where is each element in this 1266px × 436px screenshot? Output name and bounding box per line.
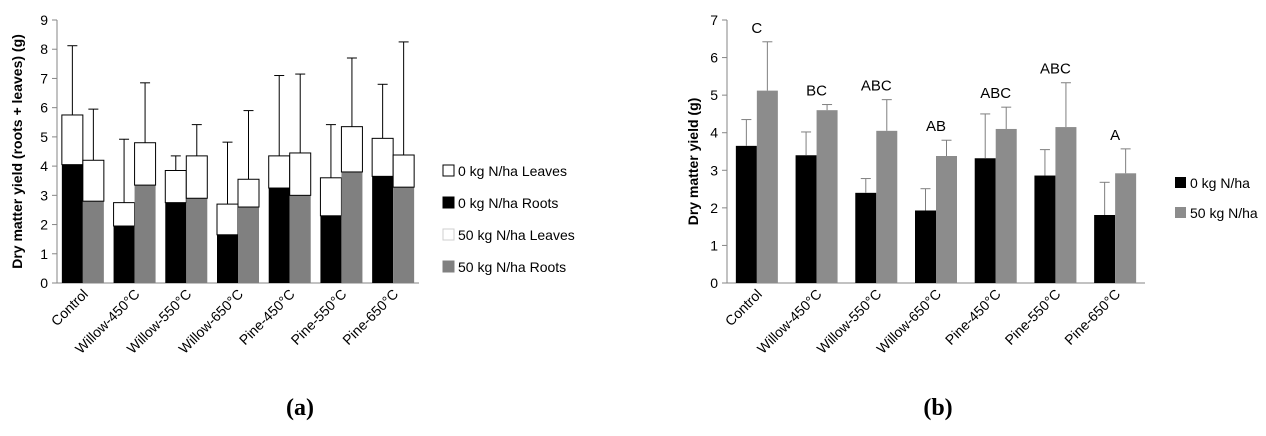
legend-swatch (442, 196, 455, 209)
x-tick-label: Pine-450°C (942, 286, 1004, 348)
bar-50kg-roots (186, 198, 208, 283)
bar-50kg-roots (134, 185, 156, 283)
y-tick-label: 7 (710, 12, 718, 28)
bar-50kg (816, 110, 838, 284)
bar-0kg-roots (217, 234, 238, 283)
significance-letter: ABC (861, 78, 892, 95)
panel-label-a: (a) (286, 395, 314, 421)
y-tick-label: 8 (40, 41, 48, 57)
legend-swatch (442, 260, 455, 273)
bar-0kg-roots (268, 188, 290, 283)
bar-0kg-roots (372, 176, 394, 283)
y-tick-label: 4 (710, 125, 718, 141)
y-tick-label: 5 (40, 129, 48, 145)
y-tick-label: 0 (710, 275, 718, 291)
y-tick-label: 6 (710, 50, 718, 66)
bar-50kg-roots (82, 201, 104, 283)
legend-swatch (442, 228, 455, 241)
bar-50kg-roots (289, 195, 311, 283)
bar-0kg-leaves (164, 169, 187, 204)
significance-letter: AB (926, 118, 946, 135)
legend-swatch (1175, 177, 1186, 188)
bar-0kg-roots (165, 202, 187, 283)
bar-0kg-roots (320, 215, 342, 283)
x-tick-label: Pine-650°C (339, 286, 401, 348)
bar-0kg (1094, 214, 1116, 283)
significance-letter: ABC (980, 85, 1011, 102)
bar-50kg-leaves (185, 155, 208, 199)
bar-50kg-leaves (289, 152, 312, 196)
legend-label: 50 kg N/ha Roots (458, 259, 566, 275)
y-tick-label: 7 (40, 70, 48, 86)
significance-letter: BC (806, 83, 827, 100)
y-tick-label: 0 (40, 275, 48, 291)
bar-50kg-leaves (392, 154, 415, 188)
bar-50kg-roots (238, 207, 259, 283)
y-tick-label: 4 (40, 158, 48, 174)
y-tick-label: 3 (710, 162, 718, 178)
y-tick-label: 2 (40, 217, 48, 233)
y-tick-label: 9 (40, 12, 48, 28)
significance-letter: ABC (1040, 61, 1071, 78)
bar-0kg-leaves (319, 177, 342, 217)
panel-label-b: (b) (923, 395, 952, 421)
bar-0kg-leaves (371, 137, 394, 177)
significance-letter: C (751, 20, 762, 37)
bar-0kg-leaves (216, 203, 239, 236)
legend-label: 0 kg N/ha Leaves (458, 163, 567, 179)
bar-50kg-leaves (82, 159, 105, 202)
significance-letter: A (1110, 127, 1120, 144)
legend-swatch (442, 164, 455, 177)
y-tick-label: 1 (40, 246, 48, 262)
legend-label: 0 kg N/ha Roots (458, 195, 558, 211)
bar-50kg (936, 156, 957, 283)
bar-50kg (1055, 127, 1077, 283)
x-tick-label: Control (722, 286, 765, 329)
bar-0kg-leaves (268, 155, 291, 189)
bar-50kg-roots (393, 187, 415, 283)
bar-0kg-leaves (113, 202, 136, 227)
x-tick-label: Willow-650°C (873, 286, 944, 357)
bar-50kg (756, 90, 778, 284)
bar-50kg-leaves (237, 178, 260, 208)
bar-0kg (855, 192, 877, 283)
bar-0kg (735, 145, 757, 283)
bar-50kg (1115, 173, 1137, 283)
bar-0kg-leaves (61, 114, 84, 166)
bar-50kg-leaves (134, 142, 157, 186)
y-tick-label: 6 (40, 100, 48, 116)
legend-swatch (1175, 207, 1186, 218)
y-tick-label: 3 (40, 187, 48, 203)
bar-0kg (795, 155, 817, 283)
bar-0kg (974, 158, 996, 283)
bar-50kg-leaves (340, 126, 363, 173)
x-tick-label: Pine-650°C (1061, 286, 1123, 348)
y-tick-label: 5 (710, 87, 718, 103)
bar-50kg (995, 128, 1017, 283)
bar-0kg-roots (61, 164, 83, 283)
y-tick-label: 2 (710, 200, 718, 216)
y-axis-title: Dry matter yield (roots + leaves) (g) (9, 34, 25, 269)
legend-label: 50 kg N/ha (1190, 205, 1258, 221)
bar-50kg-roots (341, 171, 363, 283)
y-tick-label: 1 (710, 237, 718, 253)
chart-a: 0123456789ControlWillow-450°CWillow-550°… (9, 12, 575, 357)
y-axis-title: Dry matter yield (g) (685, 98, 701, 226)
bar-50kg (876, 130, 898, 283)
legend-label: 0 kg N/ha (1190, 175, 1250, 191)
bar-0kg-roots (113, 226, 135, 283)
legend-label: 50 kg N/ha Leaves (458, 227, 575, 243)
x-tick-label: Pine-550°C (1002, 286, 1064, 348)
bar-0kg (1034, 175, 1056, 283)
bar-0kg (915, 210, 936, 283)
x-tick-label: Control (48, 286, 91, 329)
